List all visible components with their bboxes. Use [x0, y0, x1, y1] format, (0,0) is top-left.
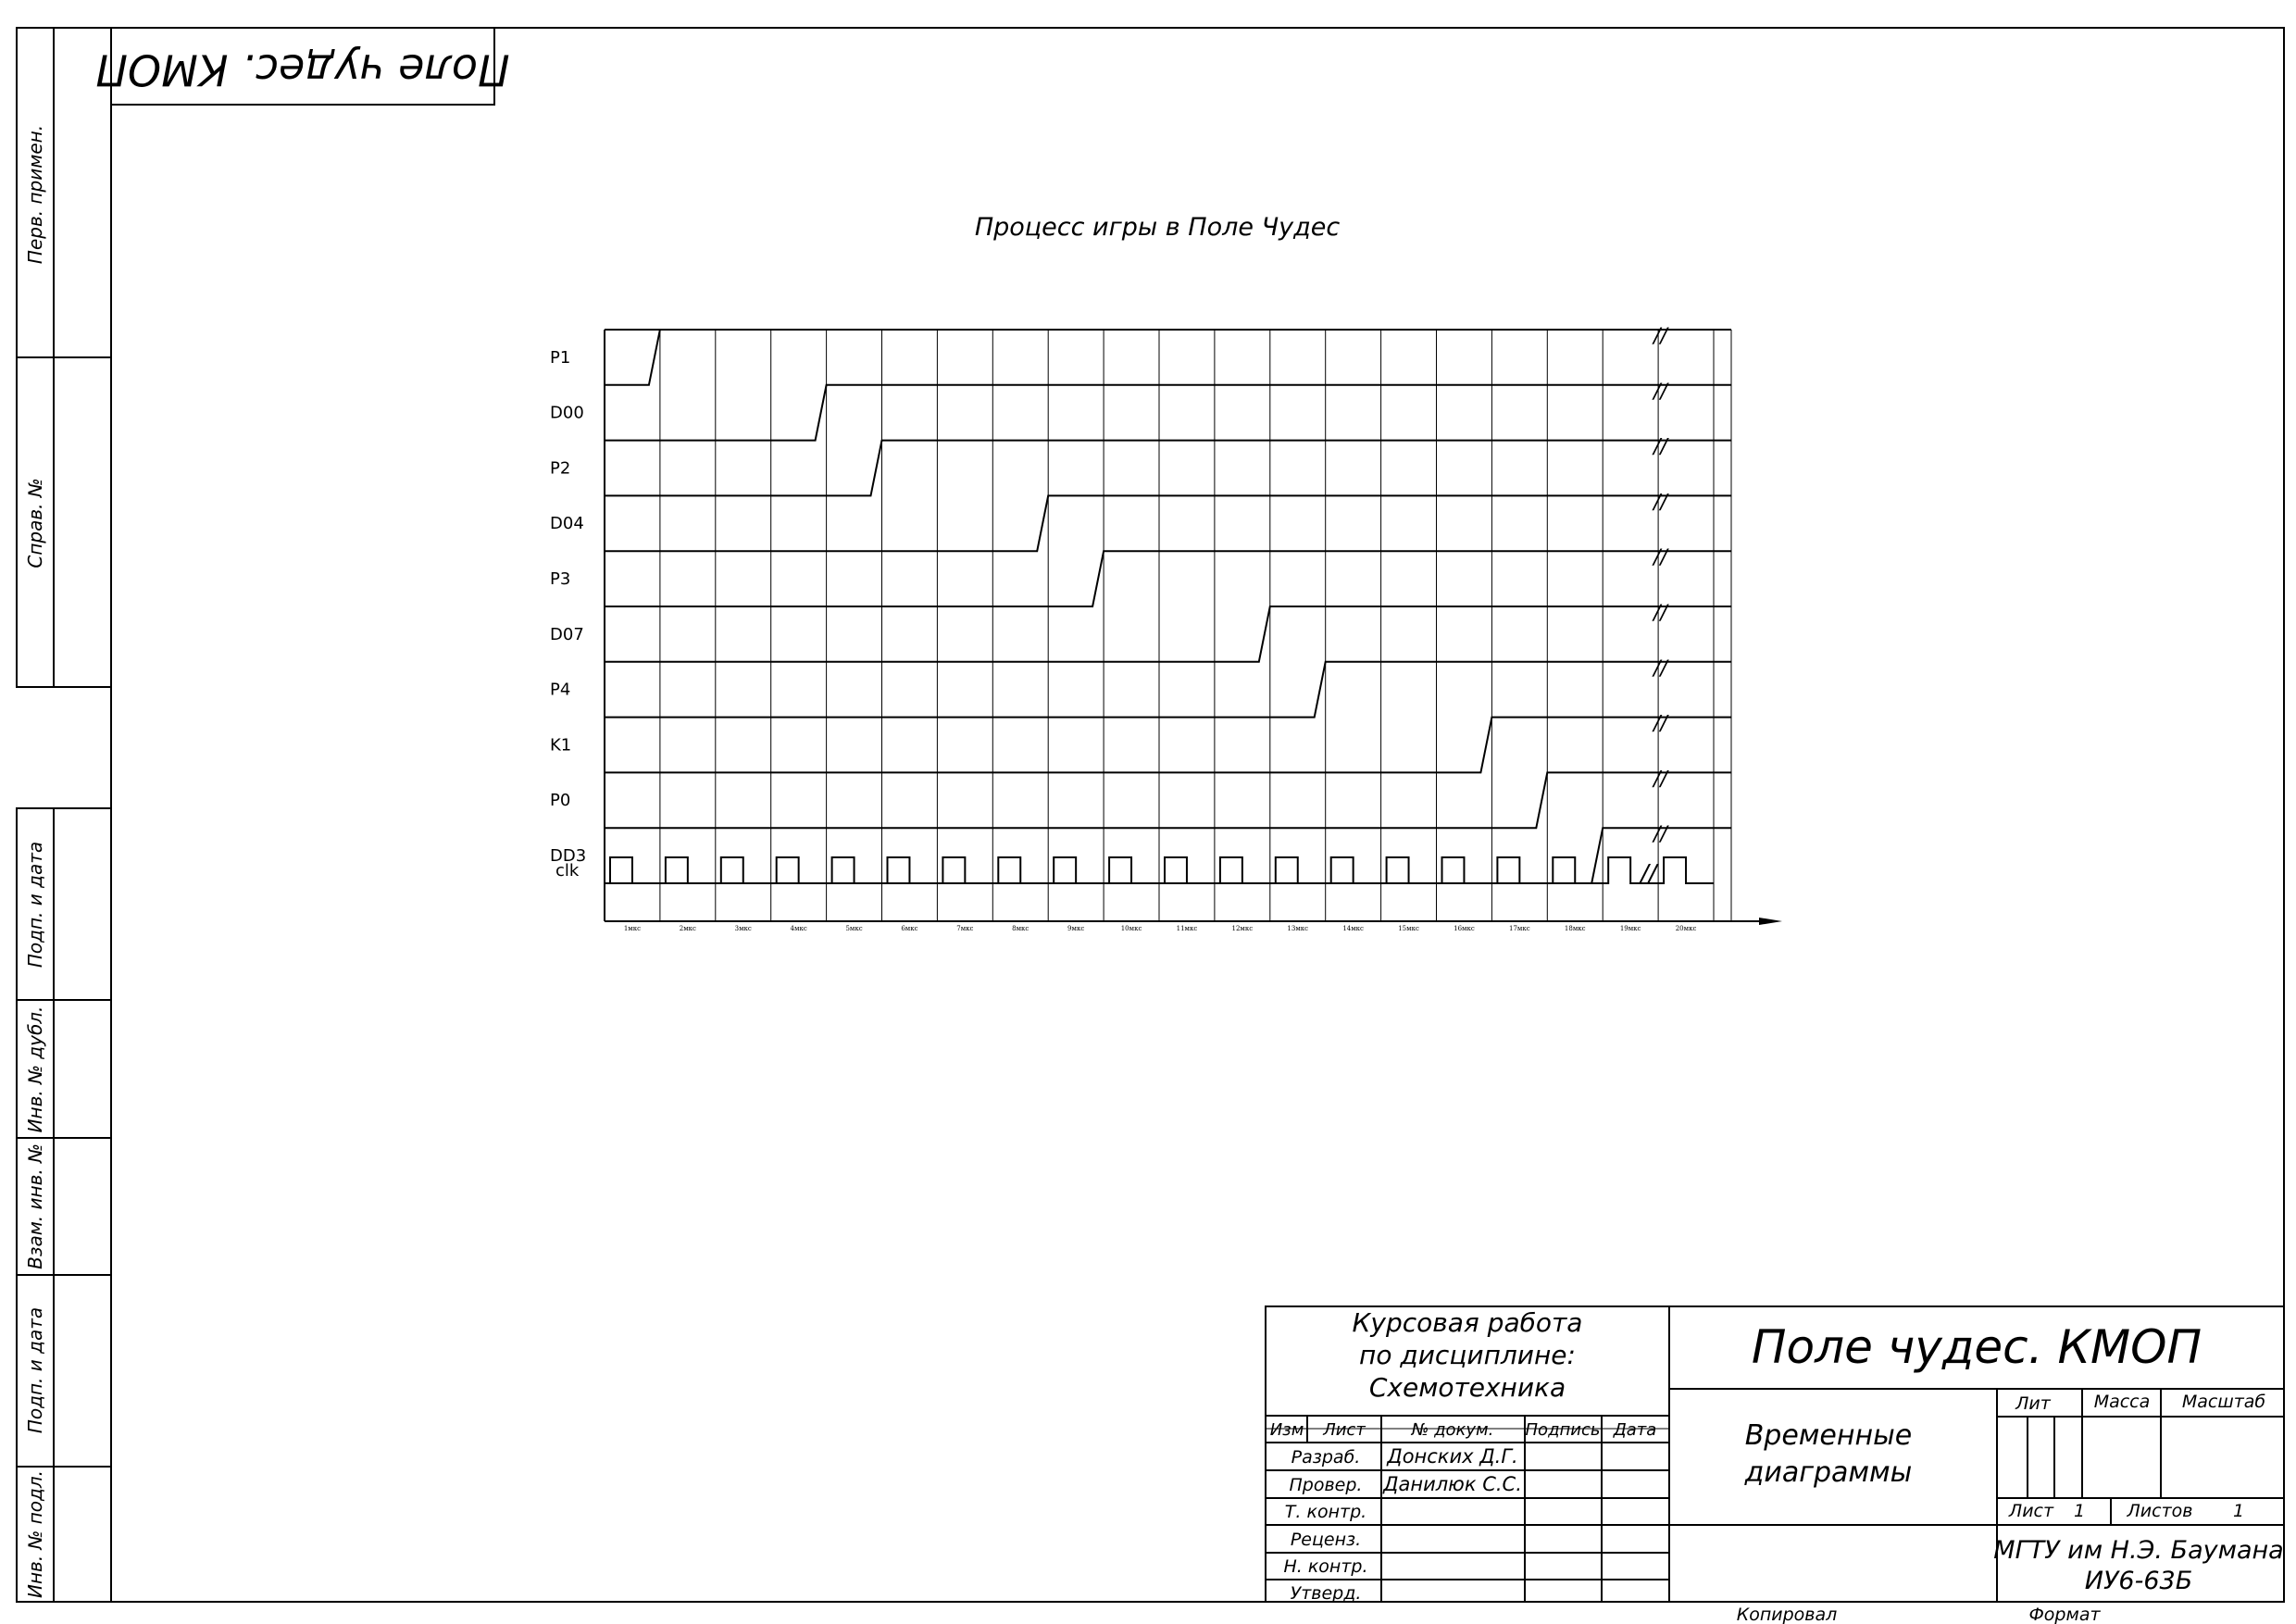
hdr-date: Дата	[1613, 1420, 1657, 1440]
kopiroval-label: Копировал	[1737, 1605, 1838, 1624]
time-tick-label: 13мкс	[1287, 925, 1308, 932]
time-tick-label: 12мкс	[1232, 925, 1254, 932]
side-label-inv-podl: Инв. № подл.	[24, 1470, 46, 1598]
break-mark: //	[1652, 602, 1669, 625]
x-axis-arrow	[1759, 918, 1782, 925]
role-recenz: Реценз.	[1291, 1530, 1361, 1550]
time-tick-label: 8мкс	[1012, 925, 1029, 932]
signal-label: K1	[550, 735, 571, 755]
diagram-title: Процесс игры в Поле Чудес	[975, 213, 1341, 242]
signal-label: P0	[550, 791, 570, 810]
signal-label: P4	[550, 681, 570, 700]
org-line-1: МГТУ им Н.Э. Баумана	[1993, 1536, 2283, 1565]
break-mark: //	[1652, 657, 1669, 681]
doc-title: Поле чудес. КМОП	[1752, 1320, 2202, 1374]
list-label: Лист	[2008, 1501, 2054, 1521]
break-mark: //	[1652, 325, 1669, 348]
side-label-inv-dubl: Инв. № дубл.	[24, 1006, 46, 1133]
signal-trace	[605, 494, 1731, 553]
time-tick-label: 17мкс	[1509, 925, 1530, 932]
signal-trace	[605, 606, 1731, 663]
signal-label: P2	[550, 458, 570, 478]
listov-label: Листов	[2127, 1501, 2193, 1521]
time-tick-label: 14мкс	[1342, 925, 1364, 932]
break-mark: //	[1652, 823, 1669, 846]
doc-name-line-1: Временные	[1745, 1419, 1913, 1452]
break-mark: //	[1652, 491, 1669, 514]
time-tick-label: 1мкс	[624, 925, 641, 932]
clock-label: clk	[555, 861, 580, 881]
signal-trace	[605, 439, 1731, 497]
doc-name-line-2: диаграммы	[1744, 1456, 1913, 1489]
time-tick-label: 15мкс	[1398, 925, 1419, 932]
break-mark: //	[1652, 713, 1669, 736]
hdr-list: Лист	[1322, 1420, 1366, 1440]
signal-trace	[605, 383, 1731, 442]
time-tick-label: 10мкс	[1121, 925, 1142, 932]
lit-label: Лит	[2015, 1393, 2052, 1414]
role-tkontr: Т. контр.	[1285, 1502, 1366, 1522]
clock-trace	[605, 856, 1714, 884]
side-label-podp2: Подп. и дата	[24, 1307, 46, 1433]
role-prover: Провер.	[1290, 1475, 1363, 1495]
time-tick-label: 18мкс	[1565, 925, 1586, 932]
role-nkontr: Н. контр.	[1283, 1556, 1367, 1577]
signal-label: P3	[550, 569, 570, 589]
hdr-izm: Изм	[1270, 1420, 1304, 1440]
time-tick-label: 11мкс	[1177, 925, 1198, 932]
time-tick-label: 5мкс	[845, 925, 862, 932]
time-tick-label: 7мкс	[956, 925, 973, 932]
course-line-2: по дисциплине:	[1359, 1340, 1576, 1370]
massa-label: Масса	[2094, 1392, 2151, 1412]
title-block-lines	[1265, 1305, 2285, 1603]
course-line-3: Схемотехника	[1369, 1372, 1566, 1403]
signal-trace	[605, 329, 1731, 386]
time-tick-label: 16мкс	[1454, 925, 1475, 932]
side-label-sprav: Справ. №	[24, 478, 46, 568]
break-mark: //	[1652, 436, 1669, 459]
hdr-sign: Подпись	[1526, 1420, 1601, 1440]
signal-trace	[605, 827, 1731, 884]
list-value: 1	[2074, 1501, 2085, 1521]
time-tick-label: 2мкс	[680, 925, 696, 932]
timing-diagram: P1 // D00 // P2 // D04 // P3 // D07 // P4 // K1 // P0 // D…	[550, 325, 1782, 932]
format-label: Формат	[2028, 1605, 2101, 1624]
break-mark: //	[1652, 546, 1669, 569]
role-razrab: Разраб.	[1292, 1447, 1361, 1468]
top-stamp-text: Поле чудес. КМОП	[95, 45, 509, 95]
name-prover: Данилюк С.С.	[1382, 1473, 1522, 1495]
name-razrab: Донских Д.Г.	[1386, 1445, 1517, 1468]
side-label-vzam: Взам. инв. №	[24, 1143, 46, 1269]
clock-break-mark: //	[1639, 860, 1660, 888]
signal-trace	[605, 660, 1731, 718]
time-tick-label: 6мкс	[901, 925, 917, 932]
signal-label: P1	[550, 348, 570, 368]
role-utverd: Утверд.	[1291, 1583, 1362, 1604]
break-mark: //	[1652, 768, 1669, 791]
signal-label: D00	[550, 404, 584, 423]
signal-trace	[605, 716, 1731, 774]
side-label-podp1: Подп. и дата	[24, 842, 46, 968]
signal-label: D04	[550, 514, 584, 533]
time-tick-label: 19мкс	[1620, 925, 1641, 932]
signal-label: D07	[550, 625, 584, 644]
org-line-2: ИУ6-63Б	[2085, 1567, 2192, 1595]
time-tick-label: 4мкс	[791, 925, 807, 932]
signal-label: DD3	[550, 846, 586, 866]
time-tick-label: 20мкс	[1676, 925, 1697, 932]
top-stamp-box	[110, 27, 495, 106]
listov-value: 1	[2233, 1501, 2244, 1521]
course-line-1: Курсовая работа	[1353, 1307, 1583, 1338]
masshtab-label: Масштаб	[2182, 1392, 2266, 1412]
time-tick-label: 3мкс	[735, 925, 752, 932]
signal-trace	[605, 771, 1731, 830]
side-strip-lower	[16, 807, 112, 1603]
title-block-text: Курсовая работа по дисциплине: Схемотехн…	[1270, 1307, 2284, 1624]
signal-trace	[605, 550, 1731, 607]
side-label-perv: Перв. примен.	[24, 125, 46, 264]
time-tick-label: 9мкс	[1067, 925, 1084, 932]
break-mark: //	[1652, 381, 1669, 404]
hdr-docnum: № докум.	[1411, 1420, 1494, 1440]
